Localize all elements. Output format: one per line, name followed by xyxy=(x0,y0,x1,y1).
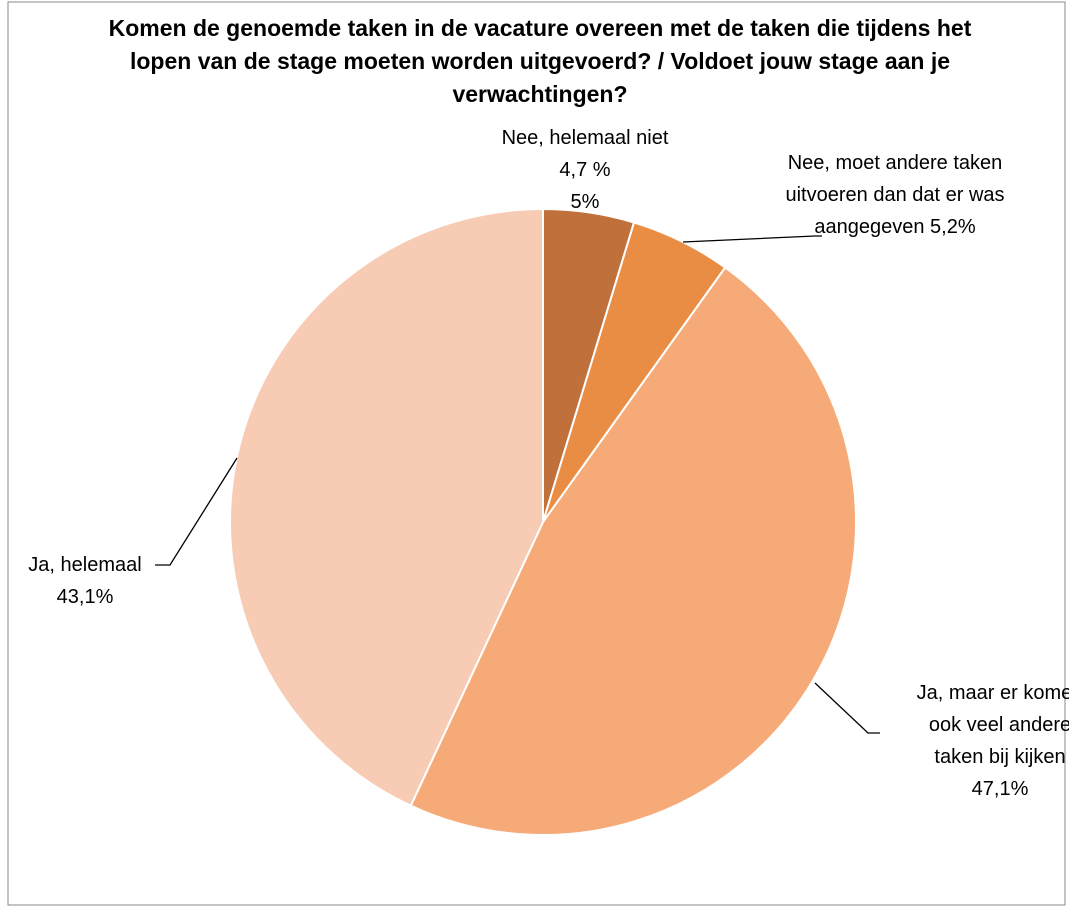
category-label: Nee, moet andere taken uitvoeren dan dat… xyxy=(785,152,1005,238)
data-label: Ja, helemaal 43,1% xyxy=(10,549,160,613)
category-label: Ja, helemaal 43,1% xyxy=(28,554,142,608)
value-label: 5% xyxy=(570,191,600,213)
chart-title: Komen de genoemde taken in de vacature o… xyxy=(108,15,972,107)
leader-line xyxy=(682,235,822,243)
data-label: Ja, maar er komen ook veel andere taken … xyxy=(905,677,1069,805)
data-label: Nee, helemaal niet 4,7 % 5% xyxy=(500,122,670,218)
chart-border xyxy=(7,1,1066,906)
leader-line xyxy=(155,457,238,566)
category-label: Ja, maar er komen ook veel andere taken … xyxy=(916,682,1069,800)
leader-line xyxy=(814,682,880,734)
pie-slice xyxy=(229,207,544,808)
pie-slice xyxy=(409,266,857,836)
category-label: Nee, helemaal niet 4,7 % xyxy=(501,127,669,181)
data-label: Nee, moet andere taken uitvoeren dan dat… xyxy=(775,147,1015,243)
